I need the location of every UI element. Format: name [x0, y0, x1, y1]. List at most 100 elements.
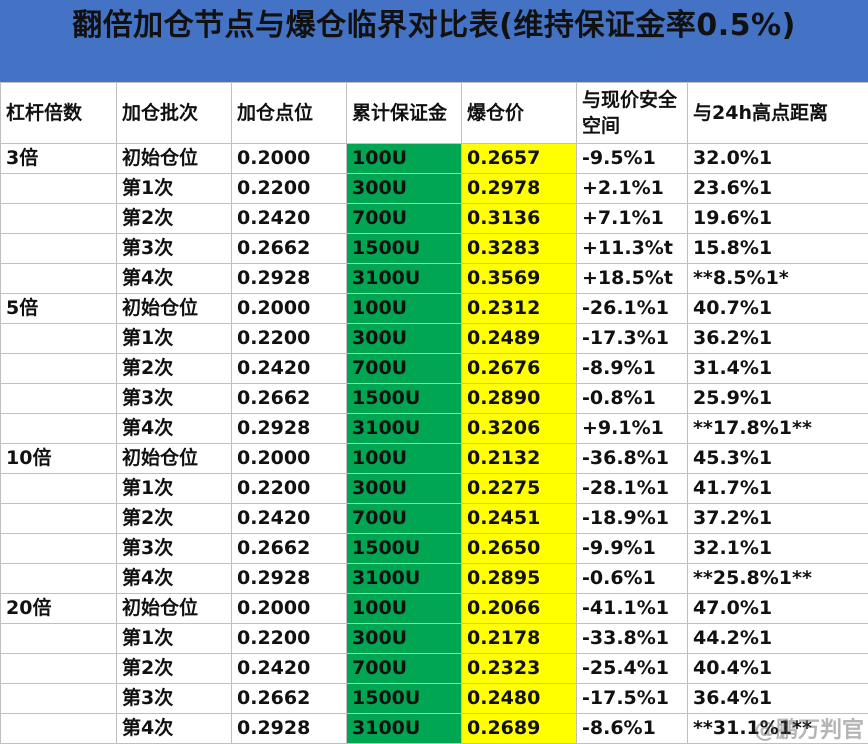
cell-safety-space: -28.1%1: [576, 473, 688, 504]
cell-entry-price: 0.2000: [231, 443, 347, 474]
cell-batch: 第4次: [116, 263, 232, 294]
cell-safety-space: -18.9%1: [576, 503, 688, 534]
cell-leverage: [0, 713, 117, 744]
cell-entry-price: 0.2928: [231, 563, 347, 594]
cell-leverage: [0, 653, 117, 684]
cell-total-margin: 3100U: [346, 413, 462, 444]
cell-entry-price: 0.2000: [231, 293, 347, 324]
cell-batch: 第4次: [116, 713, 232, 744]
cell-batch: 第3次: [116, 383, 232, 414]
cell-liquidation-price: 0.2451: [461, 503, 577, 534]
cell-batch: 第1次: [116, 323, 232, 354]
cell-safety-space: -9.5%1: [576, 143, 688, 174]
cell-entry-price: 0.2200: [231, 473, 347, 504]
cell-distance-24h-high: 23.6%1: [687, 173, 868, 204]
cell-batch: 第2次: [116, 203, 232, 234]
cell-total-margin: 3100U: [346, 713, 462, 744]
table-row: 第4次 0.2928 3100U 0.2895 -0.6%1 **25.8%1**: [0, 563, 868, 594]
cell-distance-24h-high: 44.2%1: [687, 623, 868, 654]
cell-distance-24h-high: 40.4%1: [687, 653, 868, 684]
cell-total-margin: 700U: [346, 353, 462, 384]
cell-leverage: [0, 323, 117, 354]
table-row: 第1次 0.2200 300U 0.2178 -33.8%1 44.2%1: [0, 623, 868, 654]
cell-liquidation-price: 0.3569: [461, 263, 577, 294]
cell-total-margin: 300U: [346, 173, 462, 204]
cell-entry-price: 0.2200: [231, 623, 347, 654]
cell-liquidation-price: 0.2132: [461, 443, 577, 474]
cell-total-margin: 1500U: [346, 683, 462, 714]
cell-liquidation-price: 0.2323: [461, 653, 577, 684]
cell-leverage: [0, 503, 117, 534]
table-row: 第4次 0.2928 3100U 0.3206 +9.1%1 **17.8%1**: [0, 413, 868, 444]
cell-batch: 第1次: [116, 173, 232, 204]
cell-batch: 第2次: [116, 653, 232, 684]
cell-entry-price: 0.2200: [231, 173, 347, 204]
cell-safety-space: +18.5%t: [576, 263, 688, 294]
cell-liquidation-price: 0.2895: [461, 563, 577, 594]
table-row: 第3次 0.2662 1500U 0.2480 -17.5%1 36.4%1: [0, 683, 868, 714]
table-row: 5倍 初始仓位 0.2000 100U 0.2312 -26.1%1 40.7%1: [0, 293, 868, 324]
cell-distance-24h-high: **25.8%1**: [687, 563, 868, 594]
cell-batch: 初始仓位: [116, 143, 232, 174]
cell-liquidation-price: 0.2312: [461, 293, 577, 324]
cell-leverage: 20倍: [0, 593, 117, 624]
cell-total-margin: 100U: [346, 293, 462, 324]
cell-entry-price: 0.2000: [231, 143, 347, 174]
cell-distance-24h-high: **31.1%1**: [687, 713, 868, 744]
cell-liquidation-price: 0.2890: [461, 383, 577, 414]
cell-safety-space: -8.9%1: [576, 353, 688, 384]
cell-leverage: [0, 563, 117, 594]
cell-total-margin: 1500U: [346, 533, 462, 564]
cell-entry-price: 0.2420: [231, 353, 347, 384]
cell-total-margin: 1500U: [346, 383, 462, 414]
header-total-margin: 累计保证金: [346, 82, 462, 144]
table-row: 第1次 0.2200 300U 0.2489 -17.3%1 36.2%1: [0, 323, 868, 354]
table-row: 第1次 0.2200 300U 0.2275 -28.1%1 41.7%1: [0, 473, 868, 504]
cell-leverage: [0, 173, 117, 204]
cell-batch: 第2次: [116, 503, 232, 534]
table-row: 第2次 0.2420 700U 0.2323 -25.4%1 40.4%1: [0, 653, 868, 684]
cell-liquidation-price: 0.2066: [461, 593, 577, 624]
cell-leverage: [0, 473, 117, 504]
cell-total-margin: 3100U: [346, 563, 462, 594]
cell-distance-24h-high: 32.1%1: [687, 533, 868, 564]
cell-liquidation-price: 0.2650: [461, 533, 577, 564]
cell-safety-space: -0.6%1: [576, 563, 688, 594]
table-row: 20倍 初始仓位 0.2000 100U 0.2066 -41.1%1 47.0%1: [0, 593, 868, 624]
cell-entry-price: 0.2928: [231, 263, 347, 294]
cell-safety-space: -9.9%1: [576, 533, 688, 564]
cell-batch: 第3次: [116, 533, 232, 564]
cell-batch: 初始仓位: [116, 593, 232, 624]
cell-total-margin: 100U: [346, 593, 462, 624]
cell-distance-24h-high: 41.7%1: [687, 473, 868, 504]
cell-batch: 第4次: [116, 563, 232, 594]
cell-distance-24h-high: 32.0%1: [687, 143, 868, 174]
cell-leverage: [0, 263, 117, 294]
header-liquidation-price: 爆仓价: [461, 82, 577, 144]
cell-distance-24h-high: 25.9%1: [687, 383, 868, 414]
cell-leverage: 10倍: [0, 443, 117, 474]
cell-distance-24h-high: **8.5%1*: [687, 263, 868, 294]
cell-total-margin: 3100U: [346, 263, 462, 294]
cell-safety-space: -26.1%1: [576, 293, 688, 324]
cell-total-margin: 100U: [346, 443, 462, 474]
header-distance-24h-high: 与24h高点距离: [687, 82, 868, 144]
header-row: 杠杆倍数 加仓批次 加仓点位 累计保证金 爆仓价 与现价安全空间 与24h高点距离: [0, 82, 868, 144]
cell-entry-price: 0.2662: [231, 233, 347, 264]
cell-liquidation-price: 0.3206: [461, 413, 577, 444]
table-row: 第2次 0.2420 700U 0.3136 +7.1%1 19.6%1: [0, 203, 868, 234]
table-row: 10倍 初始仓位 0.2000 100U 0.2132 -36.8%1 45.3%1: [0, 443, 868, 474]
cell-total-margin: 300U: [346, 623, 462, 654]
table-row: 第3次 0.2662 1500U 0.3283 +11.3%t 15.8%1: [0, 233, 868, 264]
cell-liquidation-price: 0.3136: [461, 203, 577, 234]
cell-safety-space: -36.8%1: [576, 443, 688, 474]
cell-batch: 第1次: [116, 473, 232, 504]
cell-safety-space: +7.1%1: [576, 203, 688, 234]
cell-safety-space: +9.1%1: [576, 413, 688, 444]
cell-liquidation-price: 0.2178: [461, 623, 577, 654]
cell-total-margin: 1500U: [346, 233, 462, 264]
cell-liquidation-price: 0.2275: [461, 473, 577, 504]
cell-leverage: [0, 353, 117, 384]
cell-entry-price: 0.2662: [231, 683, 347, 714]
cell-safety-space: -33.8%1: [576, 623, 688, 654]
